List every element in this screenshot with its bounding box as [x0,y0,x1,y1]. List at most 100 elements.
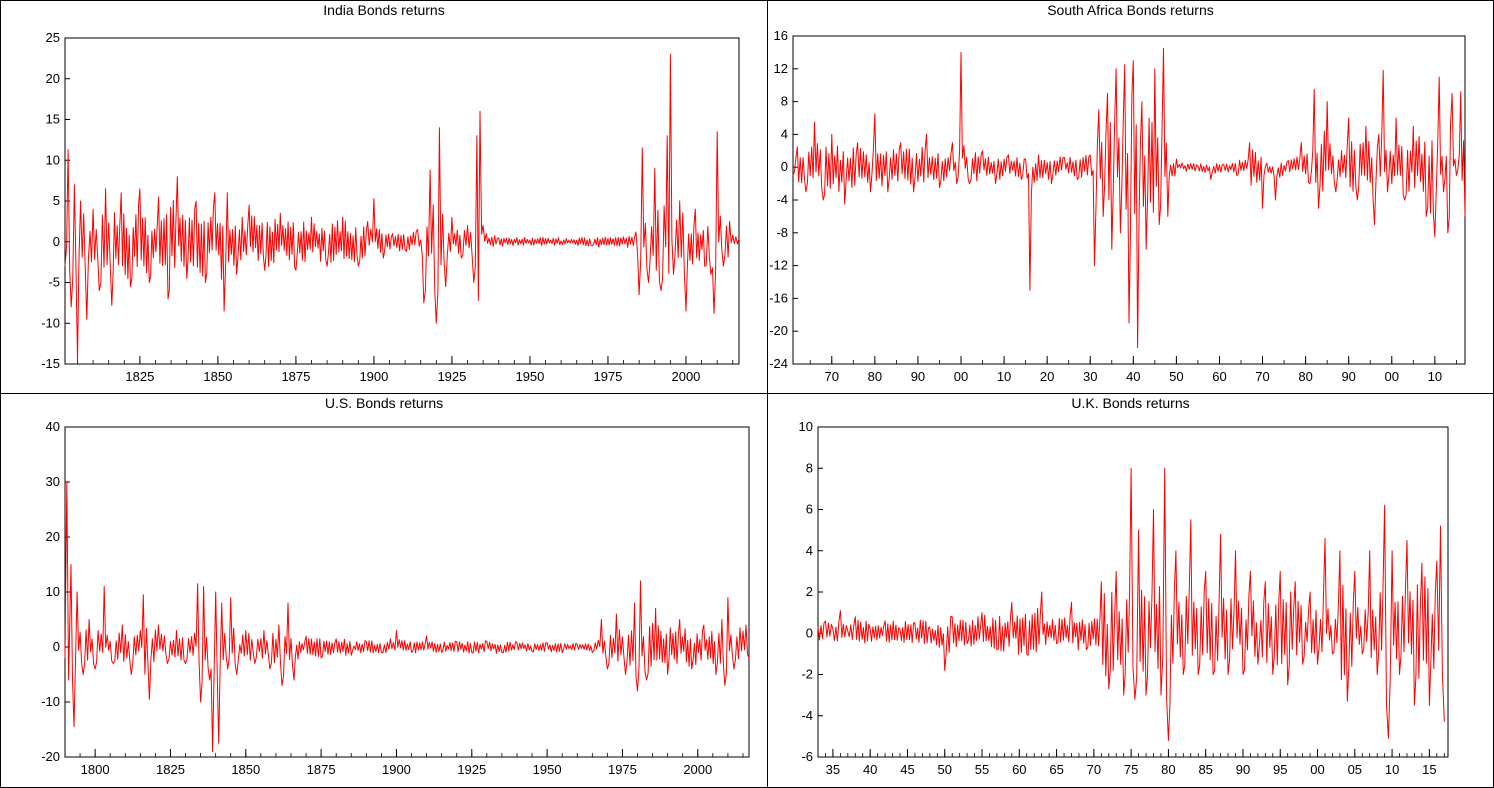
x-tick-label: 05 [1348,762,1362,777]
x-tick-label: 1925 [457,762,486,777]
plot-frame [64,426,750,758]
y-tick-label: -20 [41,749,60,764]
y-tick-label: -10 [41,694,60,709]
x-tick-label: 1950 [515,369,544,384]
y-tick-label: 0 [806,625,813,640]
chart-title: U.K. Bonds returns [1071,395,1190,411]
y-tick-label: 8 [781,94,788,109]
y-tick-label: 4 [806,543,813,558]
series-line-returns [64,53,740,361]
x-tick-label: 60 [1012,762,1026,777]
y-tick-label: -15 [41,356,60,371]
y-tick-label: -4 [776,192,788,207]
y-tick-label: 0 [53,234,60,249]
y-tick-label: 16 [774,28,788,43]
y-tick-label: -24 [769,356,788,371]
x-tick-label: 1900 [359,369,388,384]
x-tick-label: 15 [1422,762,1436,777]
y-tick-label: -2 [801,667,813,682]
y-tick-label: 10 [46,584,60,599]
chart-panel-india: India Bonds returns -15 -10 -5 0 5 10 15 20 25 18… [0,0,768,394]
x-tick-label: 1925 [437,369,466,384]
y-tick-label: 4 [781,126,788,141]
x-tick-label: 50 [1169,369,1183,384]
x-tick-label: 00 [954,369,968,384]
x-tick-label: 85 [1198,762,1212,777]
x-tick-label: 1800 [81,762,110,777]
x-tick-label: 60 [1212,369,1226,384]
x-tick-label: 80 [868,369,882,384]
x-tick-label: 10 [997,369,1011,384]
chart-title: U.S. Bonds returns [324,395,444,411]
y-tick-label: 0 [781,159,788,174]
x-tick-label: 35 [826,762,840,777]
x-tick-label: 1875 [281,369,310,384]
chart-title: India Bonds returns [323,2,445,18]
y-tick-label: -16 [769,290,788,305]
chart-panel-uk: U.K. Bonds returns -6 -4 -2 0 2 4 6 8 10 35 40 45 50… [767,393,1494,788]
x-tick-label: 80 [1161,762,1175,777]
x-tick-label: 70 [825,369,839,384]
x-tick-label: 1875 [307,762,336,777]
x-tick-label: 95 [1273,762,1287,777]
series-line-returns [64,481,750,752]
x-tick-label: 40 [1126,369,1140,384]
x-tick-label: 1850 [231,762,260,777]
y-tick-label: 6 [806,502,813,517]
y-tick-label: -6 [801,749,813,764]
x-tick-label: 75 [1124,762,1138,777]
chart-panel-us: U.S. Bonds returns -20 -10 0 10 20 30 40 1800 18… [0,393,768,788]
x-tick-label: 1825 [125,369,154,384]
x-tick-label: 10 [1385,762,1399,777]
us-bonds-chart: -20 -10 0 10 20 30 40 1800 1825 1850 1875 1900 1925 1… [41,419,750,777]
y-tick-label: 0 [53,639,60,654]
uk-bonds-chart: -6 -4 -2 0 2 4 6 8 10 35 40 45 50 55 60 65 70 75 80 85 90 95 0… [799,419,1449,777]
india-bonds-chart: -15 -10 -5 0 5 10 15 20 25 1825 1850 1875 1900 1925 19… [41,30,740,384]
y-tick-label: 8 [806,460,813,475]
x-tick-label: 50 [938,762,952,777]
y-tick-label: 10 [799,419,813,434]
y-tick-label: 10 [46,152,60,167]
x-tick-label: 00 [1310,762,1324,777]
y-tick-label: 2 [806,584,813,599]
series-line-returns [792,47,1466,349]
chart-title: South Africa Bonds returns [1047,2,1214,18]
y-tick-label: 15 [46,112,60,127]
y-tick-label: -10 [41,315,60,330]
y-tick-label: 20 [46,529,60,544]
x-tick-label: 10 [1428,369,1442,384]
x-tick-label: 1900 [382,762,411,777]
y-tick-label: 12 [774,61,788,76]
y-tick-label: 25 [46,30,60,45]
chart-panel-south-africa: South Africa Bonds returns -24 -20 -16 -12-… [767,0,1494,394]
x-tick-label: 00 [1385,369,1399,384]
x-tick-label: 30 [1083,369,1097,384]
series-line-returns [817,467,1445,741]
x-tick-label: 1975 [593,369,622,384]
x-tick-label: 1825 [156,762,185,777]
x-tick-label: 1950 [533,762,562,777]
y-tick-label: -12 [769,258,788,273]
y-tick-label: 5 [53,193,60,208]
y-tick-label: -20 [769,323,788,338]
x-tick-label: 90 [1236,762,1250,777]
x-tick-label: 1975 [608,762,637,777]
x-tick-label: 2000 [671,369,700,384]
x-tick-label: 65 [1049,762,1063,777]
x-tick-label: 40 [863,762,877,777]
x-tick-label: 20 [1040,369,1054,384]
y-tick-label: 30 [46,474,60,489]
x-tick-label: 70 [1087,762,1101,777]
y-tick-label: 40 [46,419,60,434]
x-tick-label: 1850 [203,369,232,384]
y-tick-label: -5 [48,275,60,290]
y-tick-label: -8 [776,225,788,240]
y-tick-label: -4 [801,708,813,723]
south-africa-bonds-chart: -24 -20 -16 -12 -8 -4 0 4 8 12 16 70 80 90 00 10 20 30 40 5… [769,28,1466,384]
x-tick-label: 45 [900,762,914,777]
x-tick-label: 70 [1255,369,1269,384]
x-tick-label: 90 [1341,369,1355,384]
x-tick-label: 2000 [683,762,712,777]
x-tick-label: 90 [911,369,925,384]
